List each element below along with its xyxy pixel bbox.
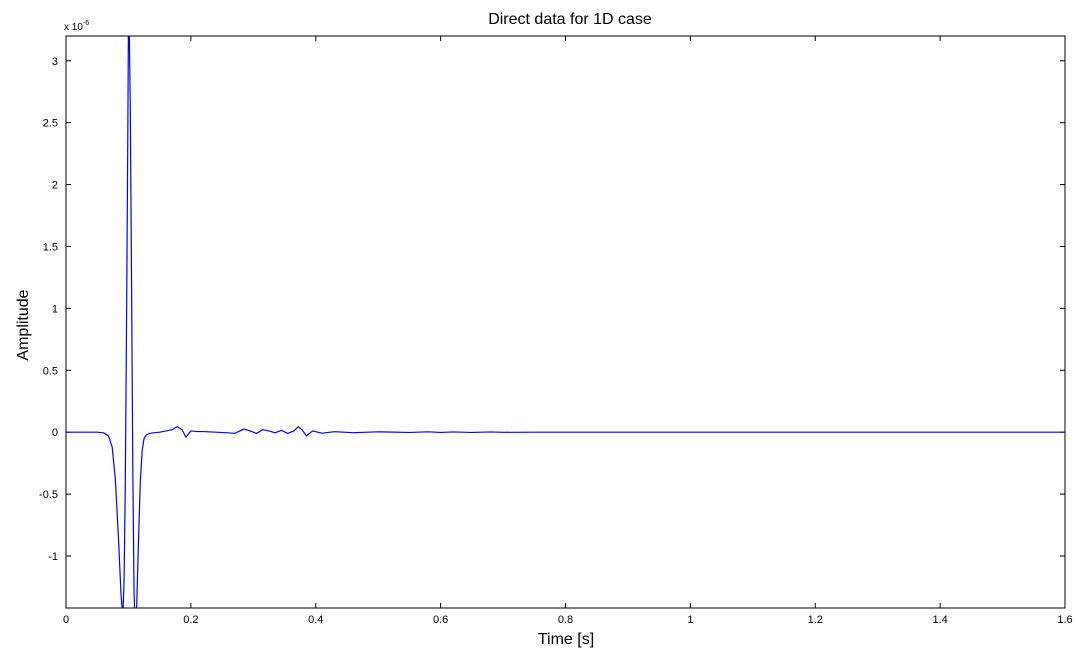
series-line [66, 36, 1065, 608]
y-multiplier-base: x 10 [64, 22, 83, 33]
x-tick-label: 1.6 [1057, 614, 1072, 626]
y-tick-label: 1.5 [43, 241, 58, 253]
y-multiplier-exponent: -6 [83, 20, 89, 27]
x-tick-label: 1 [687, 614, 693, 626]
chart-title: Direct data for 1D case [488, 11, 652, 28]
x-tick-label: 1.2 [808, 614, 823, 626]
y-tick-label: 3 [52, 56, 58, 68]
y-tick-label: 1 [52, 303, 58, 315]
y-tick-label: 0 [52, 427, 58, 439]
x-tick-label: 1.4 [932, 614, 947, 626]
y-tick-label: 0.5 [43, 365, 58, 377]
x-tick-labels: 0 0.2 0.4 0.6 0.8 1 1.2 1.4 1.6 [63, 614, 1073, 626]
y-tick-label: 2 [52, 180, 58, 192]
x-tick-label: 0.6 [433, 614, 448, 626]
y-tick-label: 2.5 [43, 118, 58, 130]
x-tick-label: 0.8 [558, 614, 573, 626]
x-tick-label: 0.2 [183, 614, 198, 626]
y-tick-label: -0.5 [39, 489, 58, 501]
y-axis-multiplier: x 10-6 [64, 20, 89, 33]
y-tick-labels: -1 -0.5 0 0.5 1 1.5 2 2.5 3 [39, 56, 58, 563]
y-axis-title: Amplitude [15, 289, 32, 360]
x-tick-label: 0 [63, 614, 69, 626]
plot-area [65, 35, 1066, 609]
x-tick-label: 0.4 [308, 614, 323, 626]
y-tick-label: -1 [48, 551, 58, 563]
x-axis-title: Time [s] [538, 631, 594, 648]
